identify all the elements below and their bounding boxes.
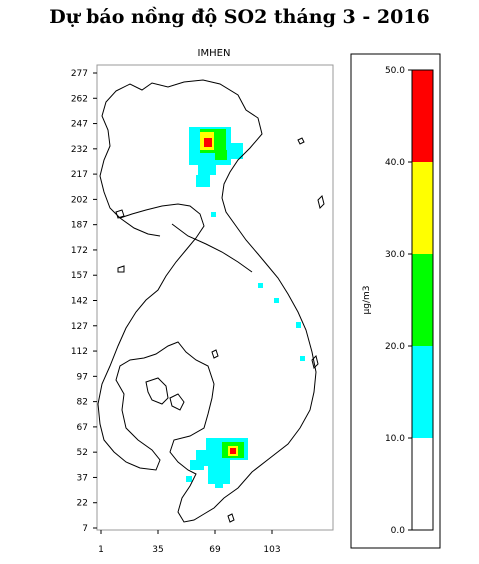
- legend-tick-label: 50.0: [385, 66, 405, 76]
- island-5: [115, 209, 125, 219]
- legend-bins: [412, 70, 433, 530]
- legend-tick-label: 30.0: [385, 250, 405, 260]
- y-tick-label: 22: [77, 499, 88, 509]
- island-6: [117, 265, 125, 273]
- inner-border-2: [119, 217, 161, 237]
- legend-bar-frame: [411, 69, 434, 531]
- x-tick-label: 69: [209, 545, 221, 555]
- legend-frame: [350, 53, 441, 549]
- legend-ticks: 50.0 40.0 30.0 20.0 10.0 0.0: [385, 66, 412, 536]
- island-7: [211, 349, 219, 359]
- island-2: [317, 195, 325, 209]
- x-tick-label: 103: [263, 545, 280, 555]
- y-tick-label: 187: [71, 221, 88, 231]
- island-3: [311, 355, 319, 369]
- legend-bin: [412, 162, 433, 254]
- y-tick-label: 277: [71, 69, 88, 79]
- hotspot-south: [186, 438, 248, 488]
- lake-outline: [145, 377, 169, 405]
- tonle-sap-outline: [169, 393, 185, 411]
- y-tick-label: 67: [77, 423, 88, 433]
- vietnam-border: [97, 79, 317, 523]
- y-tick-label: 7: [82, 524, 88, 534]
- concentration-layer: [186, 127, 305, 488]
- inner-border-1: [171, 223, 253, 273]
- y-tick-label: 82: [77, 398, 88, 408]
- y-tick-label: 142: [71, 297, 88, 307]
- y-tick-label: 37: [77, 473, 88, 483]
- y-tick-label: 127: [71, 322, 88, 332]
- legend-tick-label: 20.0: [385, 342, 405, 352]
- legend-bin: [412, 70, 433, 162]
- hotspot-central: [258, 283, 305, 361]
- y-tick-label: 262: [71, 94, 88, 104]
- country-outline: [97, 79, 325, 523]
- y-tick-label: 172: [71, 246, 88, 256]
- legend-bin: [412, 346, 433, 438]
- island-4: [227, 513, 235, 523]
- y-tick-label: 112: [71, 347, 88, 357]
- legend-bin: [412, 254, 433, 346]
- island-1: [297, 137, 305, 145]
- y-tick-label: 52: [77, 448, 88, 458]
- legend-bin: [412, 438, 433, 530]
- hotspot-north: [189, 127, 243, 217]
- panel-title: IMHEN: [198, 48, 231, 59]
- legend-unit-label: µg/m3: [362, 286, 372, 315]
- y-axis: 277 262 247 232 217 202 187 172 157 142 127 112 97 82…: [71, 69, 97, 534]
- y-tick-label: 217: [71, 170, 88, 180]
- y-tick-label: 232: [71, 145, 88, 155]
- x-tick-label: 35: [152, 545, 163, 555]
- y-tick-label: 202: [71, 195, 88, 205]
- legend-tick-label: 40.0: [385, 158, 405, 168]
- legend-tick-label: 10.0: [385, 434, 405, 444]
- y-tick-label: 247: [71, 120, 88, 130]
- chart-title: Dự báo nồng độ SO2 tháng 3 - 2016: [49, 6, 430, 28]
- x-axis: 1 35 69 103: [98, 530, 281, 555]
- y-tick-label: 97: [77, 372, 88, 382]
- y-tick-label: 157: [71, 271, 88, 281]
- legend-tick-label: 0.0: [391, 526, 406, 536]
- x-tick-label: 1: [98, 545, 104, 555]
